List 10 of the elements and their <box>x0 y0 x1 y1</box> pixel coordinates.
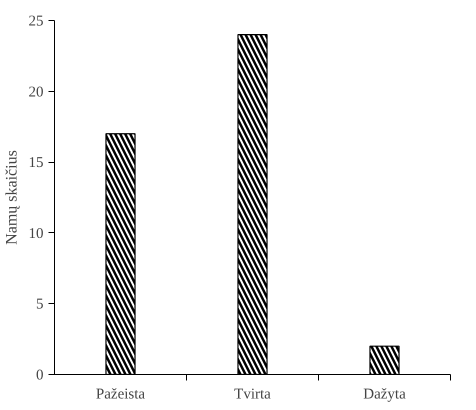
y-tick-label: 5 <box>36 296 44 313</box>
y-tick-label: 20 <box>28 84 44 100</box>
y-tick-label: 0 <box>36 368 44 384</box>
y-tick-label: 25 <box>28 14 44 30</box>
x-tick-label: Tvirta <box>234 386 272 402</box>
y-tick-label: 15 <box>28 155 44 172</box>
x-tick-label: Dažyta <box>363 386 406 402</box>
y-tick-label: 10 <box>28 226 44 242</box>
y-axis-title: Namų skaičius <box>4 150 20 245</box>
x-tick-label: Pažeista <box>96 386 146 402</box>
